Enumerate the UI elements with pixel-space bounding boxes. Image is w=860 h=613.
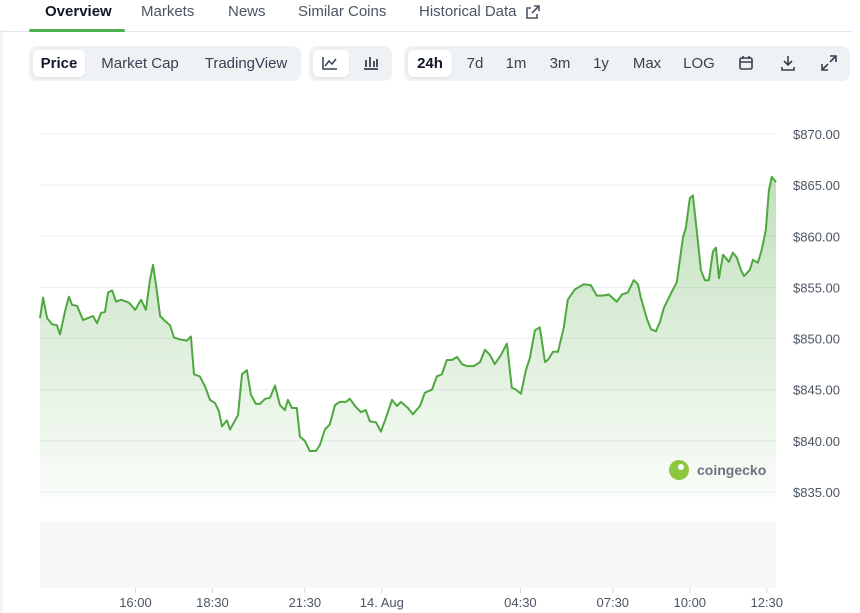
price-chart: $835.00 $840.00 $845.00 $850.00 $855.00 $860.…	[39, 127, 840, 610]
range-group	[404, 46, 850, 81]
tab[interactable]: Similar Coins	[298, 3, 387, 20]
x-tick-label: 10:00	[674, 595, 707, 610]
line-chart-icon[interactable]	[320, 53, 340, 73]
y-tick-label: $855.00	[793, 280, 840, 295]
y-tick-label: $870.00	[793, 127, 840, 142]
view-button[interactable]: Price	[33, 50, 85, 77]
x-tick-label: 14. Aug	[360, 595, 404, 610]
range-button[interactable]: 7d	[466, 55, 484, 72]
y-tick-label: $865.00	[793, 178, 840, 193]
price-line	[39, 175, 777, 452]
y-tick-label: $850.00	[793, 332, 840, 347]
x-tick-label: 12:30	[750, 595, 783, 610]
view-button[interactable]: TradingView	[204, 55, 288, 72]
tab-divider	[0, 31, 852, 32]
y-tick-label: $845.00	[793, 383, 840, 398]
tab[interactable]: Markets	[141, 3, 195, 20]
side-border	[0, 30, 3, 613]
y-tick-label: $835.00	[793, 485, 840, 500]
watermark: coingecko	[669, 460, 766, 480]
price-area	[40, 176, 776, 497]
candle-chart-icon[interactable]	[361, 53, 381, 73]
view-button[interactable]: Market Cap	[101, 55, 179, 72]
x-tick-label: 18:30	[196, 595, 229, 610]
range-button[interactable]: 3m	[549, 55, 571, 72]
tab[interactable]: Overview	[45, 3, 112, 20]
watermark-text: coingecko	[697, 462, 766, 478]
range-button[interactable]: 24h	[408, 50, 452, 77]
range-button[interactable]: 1y	[593, 55, 609, 72]
range-button[interactable]: Max	[632, 55, 662, 72]
fullscreen-icon[interactable]	[819, 53, 839, 73]
tab[interactable]: News	[228, 3, 266, 20]
external-link-icon	[526, 5, 540, 19]
active-tab-indicator	[29, 29, 125, 32]
y-tick-label: $860.00	[793, 229, 840, 244]
calendar-icon[interactable]	[736, 53, 756, 73]
volume-strip	[40, 522, 776, 588]
x-tick-label: 04:30	[504, 595, 537, 610]
x-tick-label: 21:30	[289, 595, 322, 610]
range-button[interactable]: 1m	[505, 55, 527, 72]
tab[interactable]: Historical Data	[419, 3, 517, 20]
y-tick-label: $840.00	[793, 434, 840, 449]
x-tick-label: 07:30	[597, 595, 630, 610]
download-icon[interactable]	[778, 53, 798, 73]
range-button[interactable]: LOG	[683, 55, 715, 72]
x-tick-label: 16:00	[119, 595, 152, 610]
